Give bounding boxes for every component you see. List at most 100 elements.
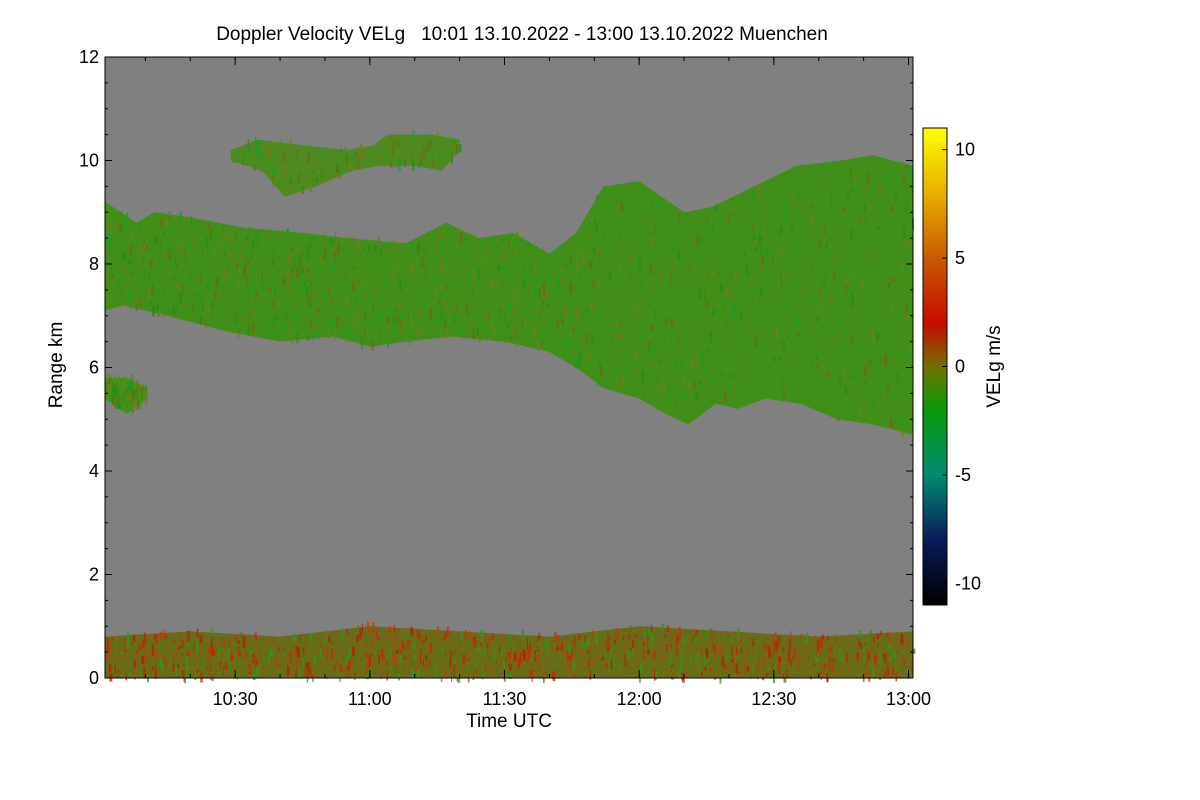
velocity-texture [306, 674, 309, 679]
velocity-texture [582, 639, 585, 650]
velocity-texture [830, 653, 834, 666]
velocity-texture [315, 320, 318, 330]
velocity-texture [546, 303, 549, 307]
velocity-texture [361, 338, 363, 350]
velocity-texture [398, 279, 400, 283]
velocity-texture [323, 292, 327, 299]
velocity-texture [504, 267, 506, 277]
velocity-texture [666, 647, 670, 651]
velocity-texture [338, 252, 342, 256]
velocity-texture [245, 653, 247, 659]
velocity-texture [333, 250, 337, 256]
upper-cloud-patch [230, 134, 460, 197]
velocity-texture [866, 174, 870, 186]
velocity-texture [752, 190, 755, 202]
velocity-texture [137, 391, 140, 397]
velocity-texture [371, 632, 373, 638]
velocity-texture [567, 279, 570, 282]
velocity-texture [108, 234, 111, 246]
velocity-texture [857, 673, 860, 679]
velocity-texture [407, 249, 410, 261]
velocity-texture [475, 670, 478, 674]
velocity-texture [131, 403, 133, 416]
velocity-texture [495, 669, 498, 672]
velocity-texture [110, 374, 112, 384]
velocity-texture [246, 260, 250, 266]
velocity-texture [745, 397, 748, 408]
velocity-texture [144, 240, 146, 250]
velocity-texture [886, 633, 888, 636]
velocity-texture [647, 627, 649, 638]
velocity-texture [906, 206, 909, 213]
velocity-texture [165, 217, 169, 227]
velocity-texture [436, 132, 439, 141]
velocity-texture [811, 366, 815, 369]
velocity-texture [782, 294, 784, 302]
velocity-texture [134, 299, 138, 304]
velocity-texture [130, 374, 133, 386]
velocity-texture [331, 632, 333, 639]
velocity-texture [539, 288, 541, 300]
velocity-texture [227, 262, 229, 271]
velocity-texture [166, 241, 169, 254]
velocity-texture [209, 660, 211, 671]
velocity-texture [121, 287, 124, 294]
velocity-texture [235, 233, 238, 241]
velocity-texture [357, 240, 361, 252]
velocity-texture [792, 655, 795, 660]
velocity-texture [213, 310, 216, 321]
velocity-texture [807, 652, 811, 661]
velocity-texture [636, 638, 638, 643]
velocity-texture [338, 173, 341, 180]
velocity-texture [450, 151, 453, 164]
velocity-texture [765, 204, 767, 209]
velocity-texture [350, 236, 353, 244]
velocity-texture [811, 264, 813, 273]
velocity-texture [744, 302, 747, 306]
velocity-texture [912, 648, 916, 654]
velocity-texture [253, 243, 256, 249]
velocity-texture [651, 286, 653, 291]
velocity-texture [336, 659, 340, 666]
velocity-texture [644, 350, 647, 363]
velocity-texture [250, 296, 254, 305]
velocity-texture [531, 662, 535, 675]
velocity-texture [831, 252, 833, 263]
velocity-texture [429, 663, 432, 671]
velocity-texture [109, 382, 112, 393]
velocity-texture [657, 666, 659, 675]
velocity-texture [672, 665, 675, 673]
velocity-texture [696, 652, 700, 660]
velocity-texture [168, 666, 172, 672]
velocity-texture [220, 300, 223, 308]
velocity-texture [458, 225, 460, 237]
velocity-texture [260, 292, 263, 302]
velocity-texture [557, 282, 561, 286]
velocity-texture [124, 377, 128, 384]
y-tick-label: 0 [89, 668, 99, 688]
velocity-texture [868, 254, 870, 257]
velocity-texture [189, 318, 192, 322]
velocity-texture [291, 155, 294, 158]
velocity-texture [698, 288, 702, 299]
velocity-texture [447, 316, 450, 320]
velocity-texture [320, 169, 323, 178]
velocity-texture [905, 253, 908, 258]
velocity-texture [677, 293, 679, 296]
velocity-texture [509, 334, 512, 339]
velocity-texture [589, 259, 592, 270]
velocity-texture [870, 378, 873, 385]
velocity-texture [113, 374, 116, 382]
velocity-texture [794, 209, 798, 215]
velocity-texture [223, 266, 227, 278]
velocity-texture [777, 300, 780, 304]
velocity-texture [850, 333, 853, 344]
velocity-texture [794, 257, 798, 261]
velocity-texture [817, 326, 821, 330]
velocity-texture [840, 654, 844, 663]
velocity-texture [225, 671, 228, 678]
velocity-texture [802, 236, 806, 243]
velocity-texture [670, 319, 674, 327]
velocity-texture [322, 171, 324, 176]
